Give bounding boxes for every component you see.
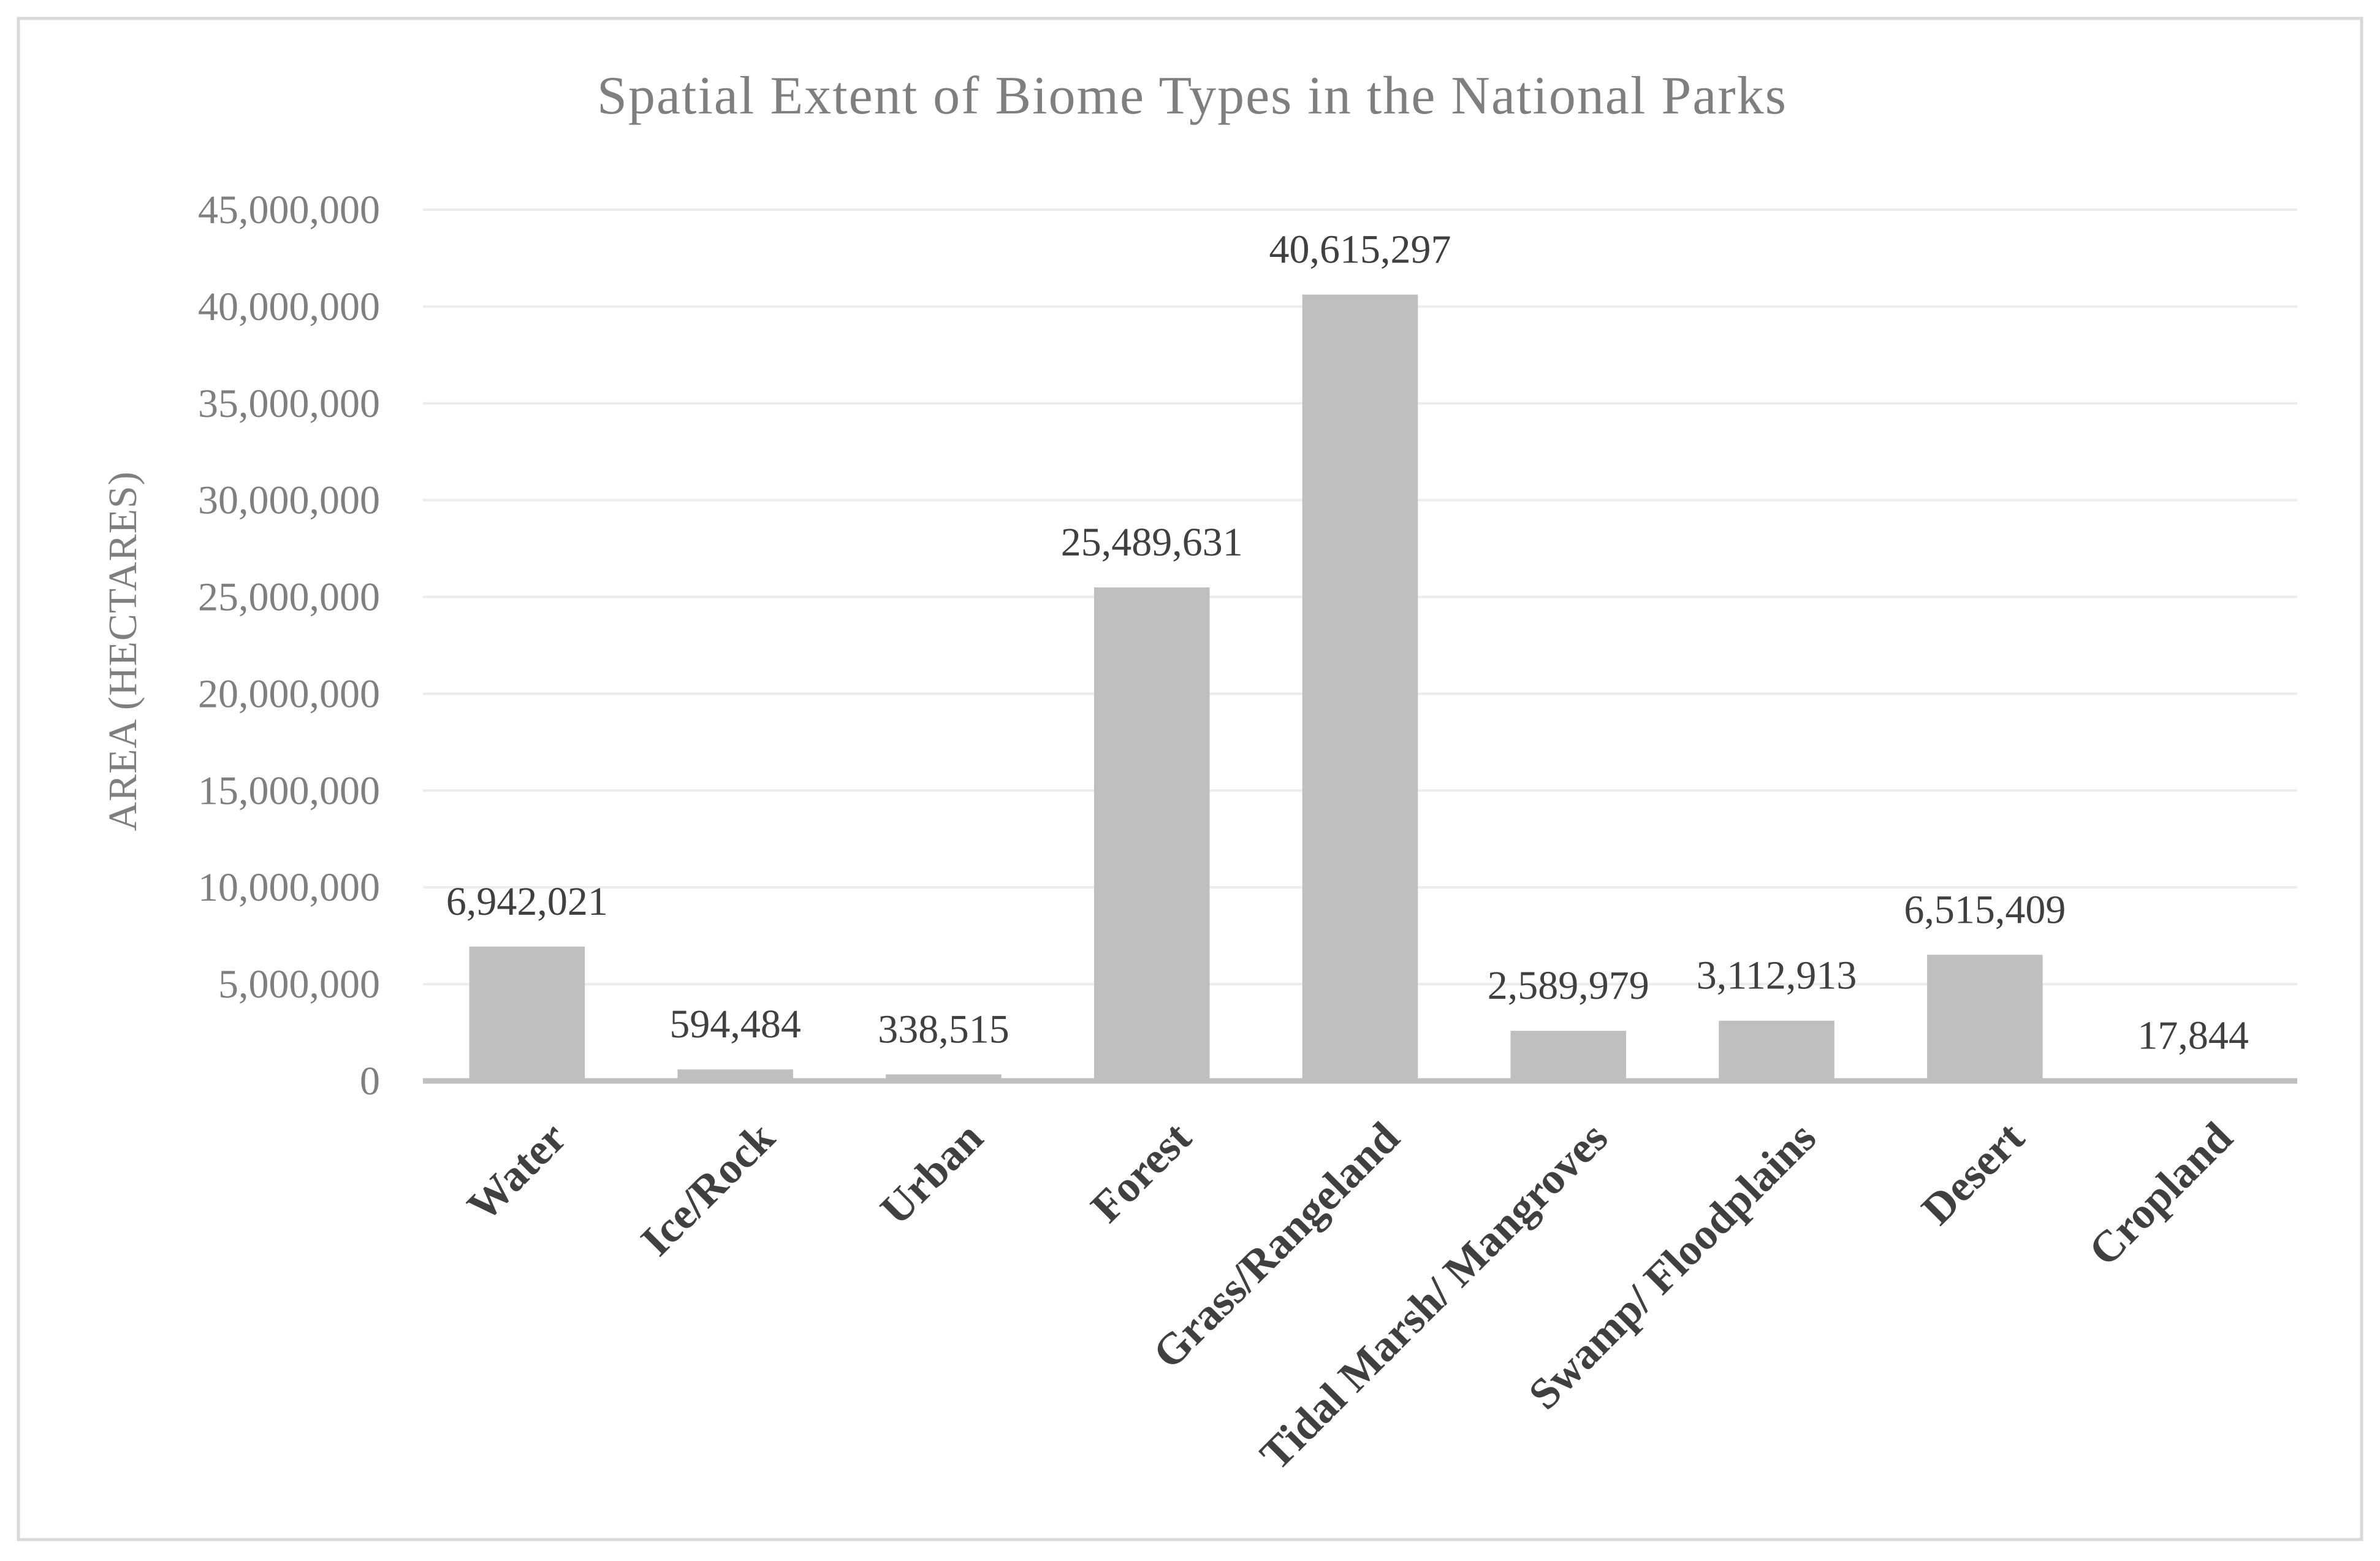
data-label: 17,844 [2137, 1013, 2249, 1058]
bar [1719, 1020, 1834, 1081]
bar [1510, 1031, 1627, 1081]
data-label: 3,112,913 [1697, 953, 1857, 998]
data-label: 2,589,979 [1488, 963, 1649, 1008]
y-tick-label: 35,000,000 [198, 381, 380, 426]
bar [677, 1069, 793, 1081]
bar [1927, 955, 2043, 1081]
bars [469, 294, 2251, 1081]
data-label: 338,515 [878, 1007, 1009, 1051]
y-tick-label: 0 [360, 1059, 380, 1104]
y-tick-label: 30,000,000 [198, 478, 380, 523]
bar [886, 1074, 1002, 1081]
data-label: 40,615,297 [1269, 227, 1451, 272]
data-label: 6,942,021 [446, 879, 608, 924]
y-tick-label: 25,000,000 [198, 575, 380, 620]
chart-title: Spatial Extent of Biome Types in the Nat… [597, 66, 1787, 126]
y-tick-label: 45,000,000 [198, 188, 380, 232]
y-tick-label: 5,000,000 [218, 962, 380, 1007]
data-label: 25,489,631 [1061, 520, 1243, 565]
bar [469, 946, 585, 1081]
y-tick-label: 40,000,000 [198, 284, 380, 329]
y-tick-label: 10,000,000 [198, 865, 380, 910]
bar [1302, 294, 1418, 1081]
bar [1093, 587, 1210, 1081]
y-tick-labels: 0 5,000,000 10,000,000 15,000,000 20,000,000… [198, 188, 380, 1104]
data-label: 6,515,409 [1904, 887, 2066, 932]
data-label: 594,484 [669, 1002, 801, 1047]
data-labels: 6,942,021 594,484 338,515 25,489,631 40,615,… [446, 227, 2249, 1058]
y-tick-label: 15,000,000 [198, 768, 380, 813]
y-tick-label: 20,000,000 [198, 671, 380, 716]
y-axis-title: AREA (HECTARES) [101, 471, 145, 831]
